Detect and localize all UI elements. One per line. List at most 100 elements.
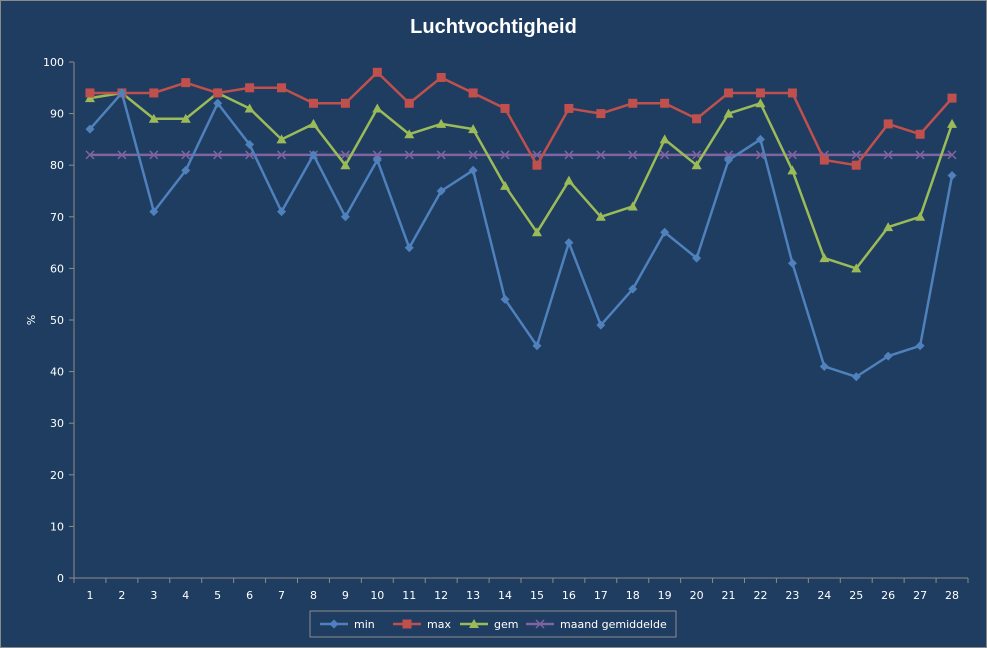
data-point [308,98,318,108]
y-axis-label: % [25,315,38,325]
data-point [468,165,478,175]
data-point [149,150,159,160]
x-tick-label: 15 [530,589,544,602]
x-tick-label: 16 [562,589,576,602]
data-point [500,103,510,113]
x-tick-label: 4 [182,589,189,602]
x-tick-label: 18 [626,589,640,602]
data-point [531,227,542,237]
data-point [181,78,191,88]
data-point [596,150,606,160]
data-point [883,351,893,361]
data-point [148,113,159,123]
data-point [787,258,797,268]
legend-item: min [320,618,375,631]
data-point [947,93,957,103]
x-tick-label: 20 [690,589,704,602]
x-tick-label: 24 [817,589,831,602]
data-point [85,88,95,98]
data-point [372,67,382,77]
data-point [85,150,95,160]
data-point [724,155,734,165]
y-tick-label: 50 [50,314,64,327]
data-point [436,72,446,82]
data-point [564,150,574,160]
data-point [787,88,797,98]
data-point [564,103,574,113]
x-tick-label: 21 [722,589,736,602]
data-point [691,160,702,170]
x-tick-label: 19 [658,589,672,602]
data-point [213,98,223,108]
data-point [468,88,478,98]
data-point [500,180,511,190]
data-point [595,211,606,221]
data-point [915,129,925,139]
data-point [404,243,414,253]
data-point [947,118,958,128]
data-point [755,98,766,108]
data-point [915,150,925,160]
x-tick-label: 1 [86,589,93,602]
y-tick-label: 90 [50,108,64,121]
data-point [532,160,542,170]
x-tick-label: 28 [945,589,959,602]
legend-label: maand gemiddelde [560,618,667,631]
data-point [819,155,829,165]
x-tick-label: 11 [402,589,416,602]
data-point [883,119,893,129]
legend-label: gem [494,618,518,631]
data-point [596,320,606,330]
x-tick-label: 10 [370,589,384,602]
data-point [532,150,542,160]
series-min [85,88,957,382]
data-point [340,150,350,160]
legend-label: min [354,618,375,631]
data-point [915,341,925,351]
series-line [89,91,954,270]
data-point [660,98,670,108]
data-point [372,103,383,113]
chart-title: Luchtvochtigheid [410,16,577,38]
data-point [308,150,318,160]
y-tick-label: 20 [50,469,64,482]
data-point [723,108,734,118]
x-tick-label: 13 [466,589,480,602]
data-point [692,114,702,124]
y-tick-label: 60 [50,262,64,275]
x-tick-label: 9 [342,589,349,602]
data-point [692,253,702,263]
y-tick-label: 30 [50,417,64,430]
data-point [245,140,255,150]
data-point [469,619,479,628]
data-point [117,88,127,98]
x-tick-label: 8 [310,589,317,602]
x-tick-label: 25 [849,589,863,602]
data-point [468,124,479,134]
data-point [755,88,765,98]
data-point [564,238,574,248]
data-point [340,160,351,170]
data-point [84,93,95,103]
data-point [180,113,191,123]
data-point [947,150,957,160]
x-tick-label: 14 [498,589,512,602]
data-point [627,201,638,211]
data-point [787,150,797,160]
data-point [404,150,414,160]
x-tick-label: 12 [434,589,448,602]
data-point [436,118,447,128]
y-tick-label: 0 [57,572,64,585]
data-point [628,150,638,160]
data-point [819,361,829,371]
data-point [372,155,382,165]
data-point [500,150,510,160]
data-point [436,150,446,160]
x-tick-label: 27 [913,589,927,602]
data-point [340,98,350,108]
data-point [277,150,287,160]
legend-item: gem [460,618,518,631]
data-point [883,222,894,232]
data-point [85,124,95,134]
